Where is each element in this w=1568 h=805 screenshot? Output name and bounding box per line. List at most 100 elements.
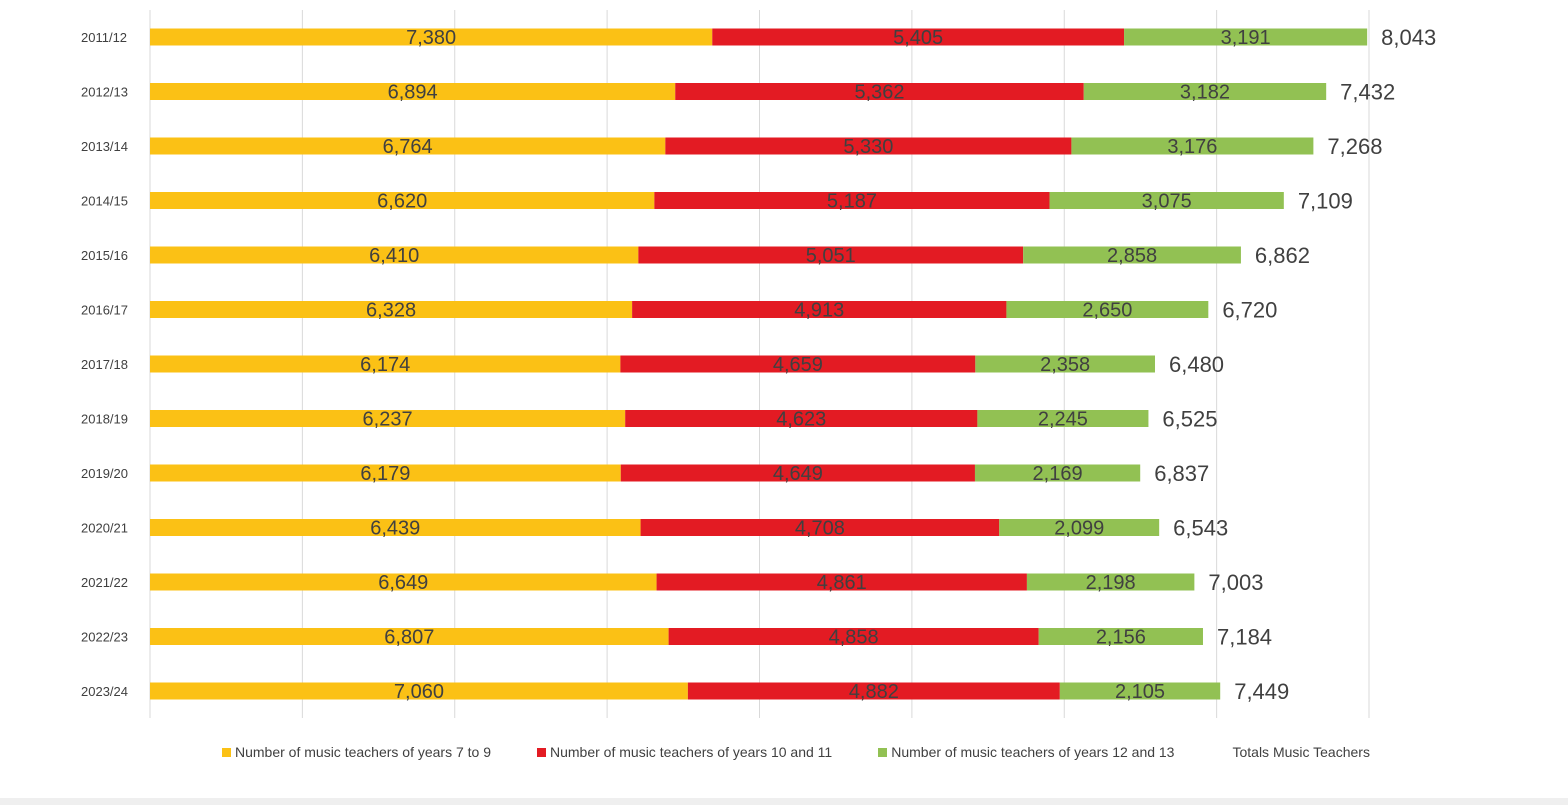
data-label-series-1: 6,174 xyxy=(360,354,410,376)
bar-segment-series-3 xyxy=(1038,628,1203,645)
total-label: 7,109 xyxy=(1298,189,1353,214)
bar-segment-series-2 xyxy=(632,301,1007,318)
bar-segment-series-3 xyxy=(977,410,1149,427)
data-label-series-2: 5,187 xyxy=(827,191,877,213)
legend-item-series-1: Number of music teachers of years 7 to 9 xyxy=(222,744,491,760)
bar-segment-series-3 xyxy=(1026,573,1195,591)
data-label-series-1: 6,328 xyxy=(366,300,416,322)
data-label-series-2: 4,708 xyxy=(795,518,845,540)
bar-segment-series-3 xyxy=(999,519,1160,536)
bar-segment-series-2 xyxy=(656,573,1027,591)
category-label: 2016/17 xyxy=(81,303,128,318)
data-label-series-1: 7,060 xyxy=(394,681,444,703)
category-label: 2013/14 xyxy=(81,139,128,154)
data-label-series-3: 2,169 xyxy=(1033,463,1083,485)
legend-item-totals: Totals Music Teachers xyxy=(1232,744,1369,760)
data-label-series-3: 2,245 xyxy=(1038,409,1088,431)
bottom-strip xyxy=(0,798,1568,805)
data-label-series-3: 2,358 xyxy=(1040,354,1090,376)
data-label-series-1: 6,894 xyxy=(388,82,438,104)
bar-segment-series-2 xyxy=(668,628,1039,645)
data-label-series-3: 2,650 xyxy=(1082,300,1132,322)
bar-segment-series-1 xyxy=(150,628,669,645)
data-label-series-2: 5,362 xyxy=(854,82,904,104)
data-label-series-1: 6,620 xyxy=(377,191,427,213)
total-label: 6,480 xyxy=(1169,352,1224,377)
total-label: 7,184 xyxy=(1217,625,1272,650)
category-label: 2018/19 xyxy=(81,412,128,427)
bar-segment-series-1 xyxy=(150,519,641,536)
data-label-series-2: 4,649 xyxy=(773,463,823,485)
category-label: 2014/15 xyxy=(81,194,128,209)
bar-segment-series-1 xyxy=(150,355,621,373)
total-label: 6,543 xyxy=(1173,516,1228,541)
data-label-series-2: 4,623 xyxy=(776,409,826,431)
category-label: 2017/18 xyxy=(81,357,128,372)
data-label-series-3: 3,182 xyxy=(1180,82,1230,104)
bar-segment-series-2 xyxy=(625,410,978,427)
legend-swatch-series-2 xyxy=(537,747,546,757)
total-label: 8,043 xyxy=(1381,25,1436,50)
data-label-series-3: 3,176 xyxy=(1167,136,1217,158)
legend-item-series-2: Number of music teachers of years 10 and… xyxy=(537,744,832,760)
bar-segment-series-1 xyxy=(150,464,621,482)
category-label: 2023/24 xyxy=(81,684,128,699)
total-label: 7,003 xyxy=(1208,570,1263,595)
data-label-series-1: 6,410 xyxy=(369,245,419,267)
data-label-series-1: 6,764 xyxy=(383,136,433,158)
category-label: 2021/22 xyxy=(81,575,128,590)
bar-segment-series-1 xyxy=(150,573,657,591)
legend-swatch-series-3 xyxy=(878,747,888,757)
bar-segment-series-1 xyxy=(150,28,713,46)
total-label: 7,268 xyxy=(1327,134,1382,159)
data-label-series-1: 7,380 xyxy=(406,27,456,49)
data-label-series-3: 2,156 xyxy=(1096,627,1146,649)
bar-segment-series-3 xyxy=(1059,682,1221,700)
data-label-series-1: 6,237 xyxy=(363,409,413,431)
category-label: 2015/16 xyxy=(81,248,128,263)
chart-legend: Number of music teachers of years 7 to 9… xyxy=(222,742,1370,762)
legend-label-series-3: Number of music teachers of years 12 and… xyxy=(891,744,1175,760)
bar-segment-series-1 xyxy=(150,83,676,100)
data-label-series-3: 2,858 xyxy=(1107,245,1157,267)
category-label: 2019/20 xyxy=(81,466,128,481)
total-label: 7,432 xyxy=(1340,80,1395,105)
bar-segment-series-2 xyxy=(620,464,975,482)
bar-segment-series-1 xyxy=(150,682,688,700)
data-label-series-2: 4,882 xyxy=(849,681,899,703)
data-label-series-2: 4,659 xyxy=(773,354,823,376)
bar-segment-series-3 xyxy=(1049,192,1284,209)
bar-segment-series-3 xyxy=(974,464,1141,482)
total-label: 6,525 xyxy=(1162,407,1217,432)
bar-segment-series-2 xyxy=(638,246,1024,264)
data-label-series-1: 6,439 xyxy=(370,518,420,540)
data-label-series-2: 5,051 xyxy=(806,245,856,267)
data-label-series-3: 2,105 xyxy=(1115,681,1165,703)
legend-label-series-1: Number of music teachers of years 7 to 9 xyxy=(235,744,491,760)
bar-segment-series-1 xyxy=(150,192,655,209)
legend-item-series-3: Number of music teachers of years 12 and… xyxy=(878,744,1174,760)
category-label: 2011/12 xyxy=(81,30,127,45)
bar-segment-series-2 xyxy=(687,682,1060,700)
bar-segment-series-2 xyxy=(712,28,1125,46)
bar-segment-series-1 xyxy=(150,410,626,427)
total-label: 7,449 xyxy=(1234,679,1289,704)
legend-swatch-series-1 xyxy=(222,747,231,757)
bar-segment-series-1 xyxy=(150,246,639,264)
data-label-series-2: 4,913 xyxy=(794,300,844,322)
bar-segment-series-1 xyxy=(150,301,633,318)
data-label-series-2: 5,405 xyxy=(893,27,943,49)
bar-segment-series-3 xyxy=(1071,137,1314,155)
category-label: 2022/23 xyxy=(81,630,128,645)
bar-segment-series-2 xyxy=(654,192,1050,209)
bar-segment-series-3 xyxy=(975,355,1155,373)
data-label-series-3: 2,198 xyxy=(1086,572,1136,594)
total-label: 6,862 xyxy=(1255,243,1310,268)
total-label: 6,837 xyxy=(1154,461,1209,486)
bar-segment-series-1 xyxy=(150,137,666,155)
bar-segment-series-2 xyxy=(640,519,1000,536)
data-label-series-1: 6,649 xyxy=(378,572,428,594)
data-label-series-3: 3,191 xyxy=(1221,27,1271,49)
data-label-series-3: 2,099 xyxy=(1054,518,1104,540)
